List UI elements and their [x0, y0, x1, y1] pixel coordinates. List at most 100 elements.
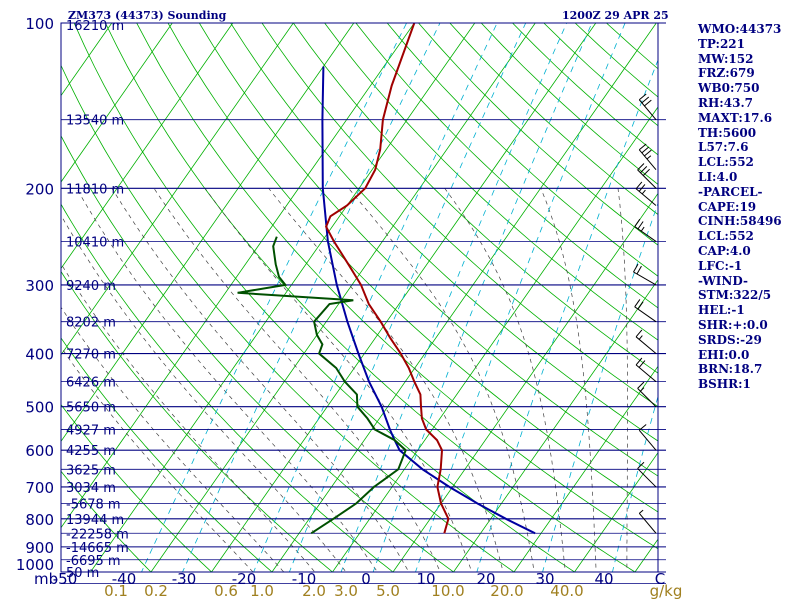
wind-barb-flag [633, 263, 639, 273]
wind-barb-staff [637, 387, 657, 408]
isotherm-line [271, 23, 657, 572]
mixing-ratio-label: 1.0 [250, 582, 274, 600]
wind-barb-flag [644, 149, 652, 157]
wind-barb [637, 163, 657, 189]
wind-barb [638, 509, 657, 534]
dry-adiabat-line [105, 23, 636, 572]
dry-adiabat-line [61, 337, 273, 572]
wind-barb [637, 381, 657, 408]
height-label: -6695 m [66, 554, 121, 569]
wind-barb-flag [635, 181, 643, 190]
height-label: 11810 m [66, 182, 124, 197]
index-line: LFC:-1 [698, 258, 743, 273]
mixing-ratio-line [288, 23, 527, 572]
temperature-tick-label: 30 [535, 570, 554, 588]
wind-barb [638, 143, 657, 170]
mixing-ratio-line [372, 23, 593, 572]
mixing-ratio-line [612, 395, 658, 572]
wind-barb-staff [635, 336, 657, 354]
wind-barb [635, 357, 657, 382]
wind-barb-flag [641, 146, 650, 154]
temperature-tick-label: -50 [53, 570, 78, 588]
wind-barb-half-flag [641, 189, 646, 195]
height-label: -14665 m [66, 541, 129, 556]
index-line: HEL:-1 [698, 303, 745, 318]
temperature-tick-label: -10 [292, 570, 317, 588]
background-grid [61, 23, 658, 572]
index-line: MAXT:17.6 [698, 110, 773, 125]
wind-barb-staff [637, 468, 657, 488]
height-label: 4927 m [66, 423, 116, 438]
index-line: FRZ:679 [698, 66, 755, 81]
index-line: RH:43.7 [698, 95, 753, 110]
index-line: BRN:18.7 [698, 362, 763, 377]
mixing-ratio-label: g/kg [650, 582, 683, 600]
isotherm-line [453, 279, 658, 572]
index-line: STM:322/5 [698, 288, 772, 303]
wind-barb-flag [638, 184, 646, 192]
isotherm-line [150, 23, 536, 572]
temperature-tick-label: C [655, 570, 665, 588]
wind-barb-flag [644, 99, 652, 107]
wind-barb-flag [638, 424, 647, 431]
isotherm-line [61, 23, 294, 356]
isotherm-line [90, 23, 476, 572]
dewpoint-trace [237, 236, 407, 535]
dry-adiabat-line [198, 23, 658, 477]
height-label: -5678 m [66, 497, 121, 512]
moist-adiabat-line [617, 188, 628, 572]
dry-adiabat-line [136, 23, 658, 550]
wind-barb-flag [635, 357, 643, 366]
wind-barb-staff [638, 429, 657, 451]
wind-barb-staff [637, 169, 657, 189]
index-line: CAP:4.0 [698, 243, 751, 258]
moist-adiabat-line [61, 346, 254, 572]
wind-barb-staff [638, 513, 657, 534]
wind-barb-flag [636, 265, 642, 275]
dry-adiabat-line [167, 23, 658, 513]
wind-barb-half-flag [638, 335, 643, 340]
isobar-grid [61, 22, 666, 585]
pressure-tick-label: 500 [25, 399, 54, 417]
height-label: 7270 m [66, 348, 116, 363]
moist-adiabat-line [61, 263, 316, 572]
index-line: EHI:0.0 [698, 347, 750, 362]
wind-barb-half-flag [640, 226, 645, 232]
height-label: 9240 m [66, 279, 116, 294]
pressure-tick-label: 900 [25, 539, 54, 557]
index-line: LCL:552 [698, 155, 754, 170]
moist-adiabat-line [61, 214, 347, 572]
dry-adiabat-line [61, 64, 515, 572]
height-label: 6426 m [66, 376, 116, 391]
temperature-tick-label: -40 [112, 570, 137, 588]
wind-barb-staff [633, 271, 657, 286]
observation-time: 1200Z 29 APR 25 [562, 9, 669, 22]
mixing-ratio-line [476, 58, 658, 572]
temperature-trace [324, 23, 450, 534]
moist-adiabat-line [268, 188, 504, 572]
dry-adiabat-line [230, 23, 658, 442]
wind-barb-flag [635, 329, 643, 338]
profile-lines [237, 23, 536, 535]
plot-frame [60, 22, 659, 573]
wind-barb-flag [641, 96, 650, 104]
station-title: ZM373 (44373) Sounding [68, 9, 227, 22]
height-label: 3034 m [66, 481, 116, 496]
height-label: 8202 m [66, 316, 116, 331]
wind-barb-flag [634, 218, 641, 227]
pressure-tick-label: 100 [25, 15, 54, 33]
mixing-ratio-line [182, 23, 441, 572]
index-line: LCL:552 [698, 229, 754, 244]
height-label: 13944 m [66, 513, 124, 528]
height-label: 13540 m [66, 114, 124, 129]
index-line: SRDS:-29 [698, 332, 762, 347]
moist-adiabat-line [540, 188, 597, 572]
moist-adiabat-line [61, 306, 285, 572]
index-line: -WIND- [698, 273, 748, 288]
x-axis-unit-label: mb [34, 570, 58, 588]
mixing-ratio-label: 5.0 [376, 582, 400, 600]
temperature-tick-label: 20 [476, 570, 495, 588]
wind-barb-staff [635, 188, 657, 206]
temperature-tick-label: 40 [594, 570, 613, 588]
